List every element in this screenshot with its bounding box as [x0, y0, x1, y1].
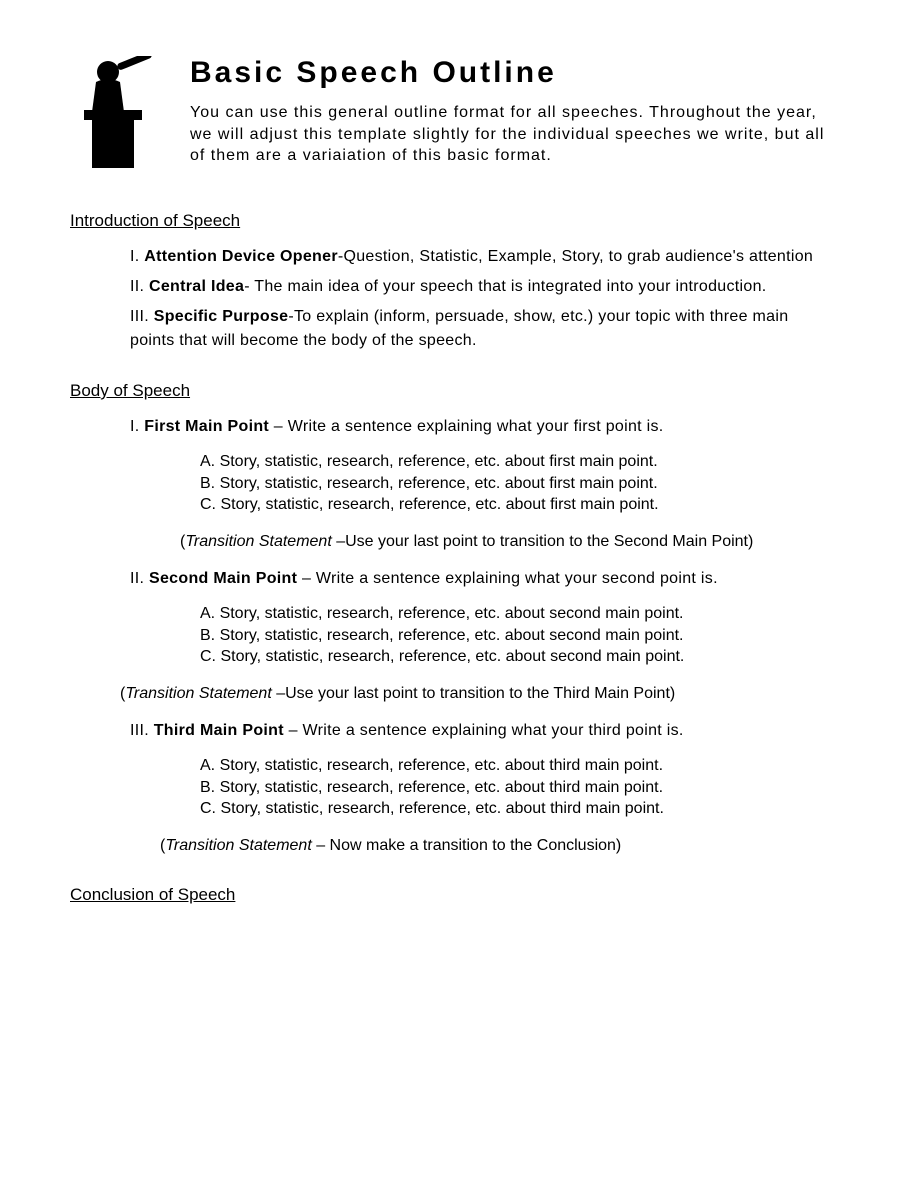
body-point-1-sub-b: B. Story, statistic, research, reference… — [70, 473, 830, 495]
page-title: Basic Speech Outline — [190, 56, 830, 90]
body-point-1-sub-a: A. Story, statistic, research, reference… — [70, 451, 830, 473]
document-page: Basic Speech Outline You can use this ge… — [0, 0, 900, 959]
header-row: Basic Speech Outline You can use this ge… — [70, 50, 830, 181]
section-heading-introduction: Introduction of Speech — [70, 211, 830, 231]
point-text: – Write a sentence explaining what your … — [284, 722, 684, 739]
transition-3: (Transition Statement – Now make a trans… — [70, 834, 830, 857]
numeral: II. — [130, 278, 144, 295]
item-text: - The main idea of your speech that is i… — [244, 278, 766, 295]
numeral: III. — [130, 722, 149, 739]
icon-column — [70, 50, 190, 181]
transition-1: (Transition Statement –Use your last poi… — [70, 530, 830, 553]
intro-item-1: I. Attention Device Opener-Question, Sta… — [70, 245, 830, 269]
body-point-3-sub-b: B. Story, statistic, research, reference… — [70, 777, 830, 799]
point-label: First Main Point — [144, 418, 269, 435]
body-point-2-sub-c: C. Story, statistic, research, reference… — [70, 646, 830, 668]
numeral: III. — [130, 308, 149, 325]
speaker-podium-icon — [70, 163, 165, 180]
section-heading-body: Body of Speech — [70, 381, 830, 401]
point-label: Third Main Point — [154, 722, 284, 739]
numeral: II. — [130, 570, 144, 587]
intro-item-2: II. Central Idea- The main idea of your … — [70, 275, 830, 299]
numeral: I. — [130, 418, 140, 435]
numeral: I. — [130, 248, 140, 265]
body-point-2-sub-b: B. Story, statistic, research, reference… — [70, 625, 830, 647]
body-point-1-sub-c: C. Story, statistic, research, reference… — [70, 494, 830, 516]
point-label: Second Main Point — [149, 570, 297, 587]
body-point-2-sub-a: A. Story, statistic, research, reference… — [70, 603, 830, 625]
transition-text: –Use your last point to transition to th… — [332, 533, 754, 550]
body-point-3-sub-a: A. Story, statistic, research, reference… — [70, 755, 830, 777]
item-label: Central Idea — [149, 278, 244, 295]
point-text: – Write a sentence explaining what your … — [269, 418, 663, 435]
body-point-3: III. Third Main Point – Write a sentence… — [70, 719, 830, 743]
transition-label: Transition Statement — [125, 685, 271, 702]
point-text: – Write a sentence explaining what your … — [297, 570, 718, 587]
header-text: Basic Speech Outline You can use this ge… — [190, 50, 830, 167]
transition-text: – Now make a transition to the Conclusio… — [312, 837, 621, 854]
transition-2: (Transition Statement –Use your last poi… — [70, 682, 830, 705]
body-point-2: II. Second Main Point – Write a sentence… — [70, 567, 830, 591]
transition-label: Transition Statement — [165, 837, 311, 854]
item-label: Attention Device Opener — [144, 248, 338, 265]
intro-item-3: III. Specific Purpose-To explain (inform… — [70, 305, 830, 353]
transition-text: –Use your last point to transition to th… — [272, 685, 675, 702]
transition-label: Transition Statement — [185, 533, 331, 550]
body-point-3-sub-c: C. Story, statistic, research, reference… — [70, 798, 830, 820]
intro-paragraph: You can use this general outline format … — [190, 102, 830, 167]
section-heading-conclusion: Conclusion of Speech — [70, 885, 830, 905]
item-text: -Question, Statistic, Example, Story, to… — [338, 248, 813, 265]
body-point-1: I. First Main Point – Write a sentence e… — [70, 415, 830, 439]
item-label: Specific Purpose — [154, 308, 289, 325]
